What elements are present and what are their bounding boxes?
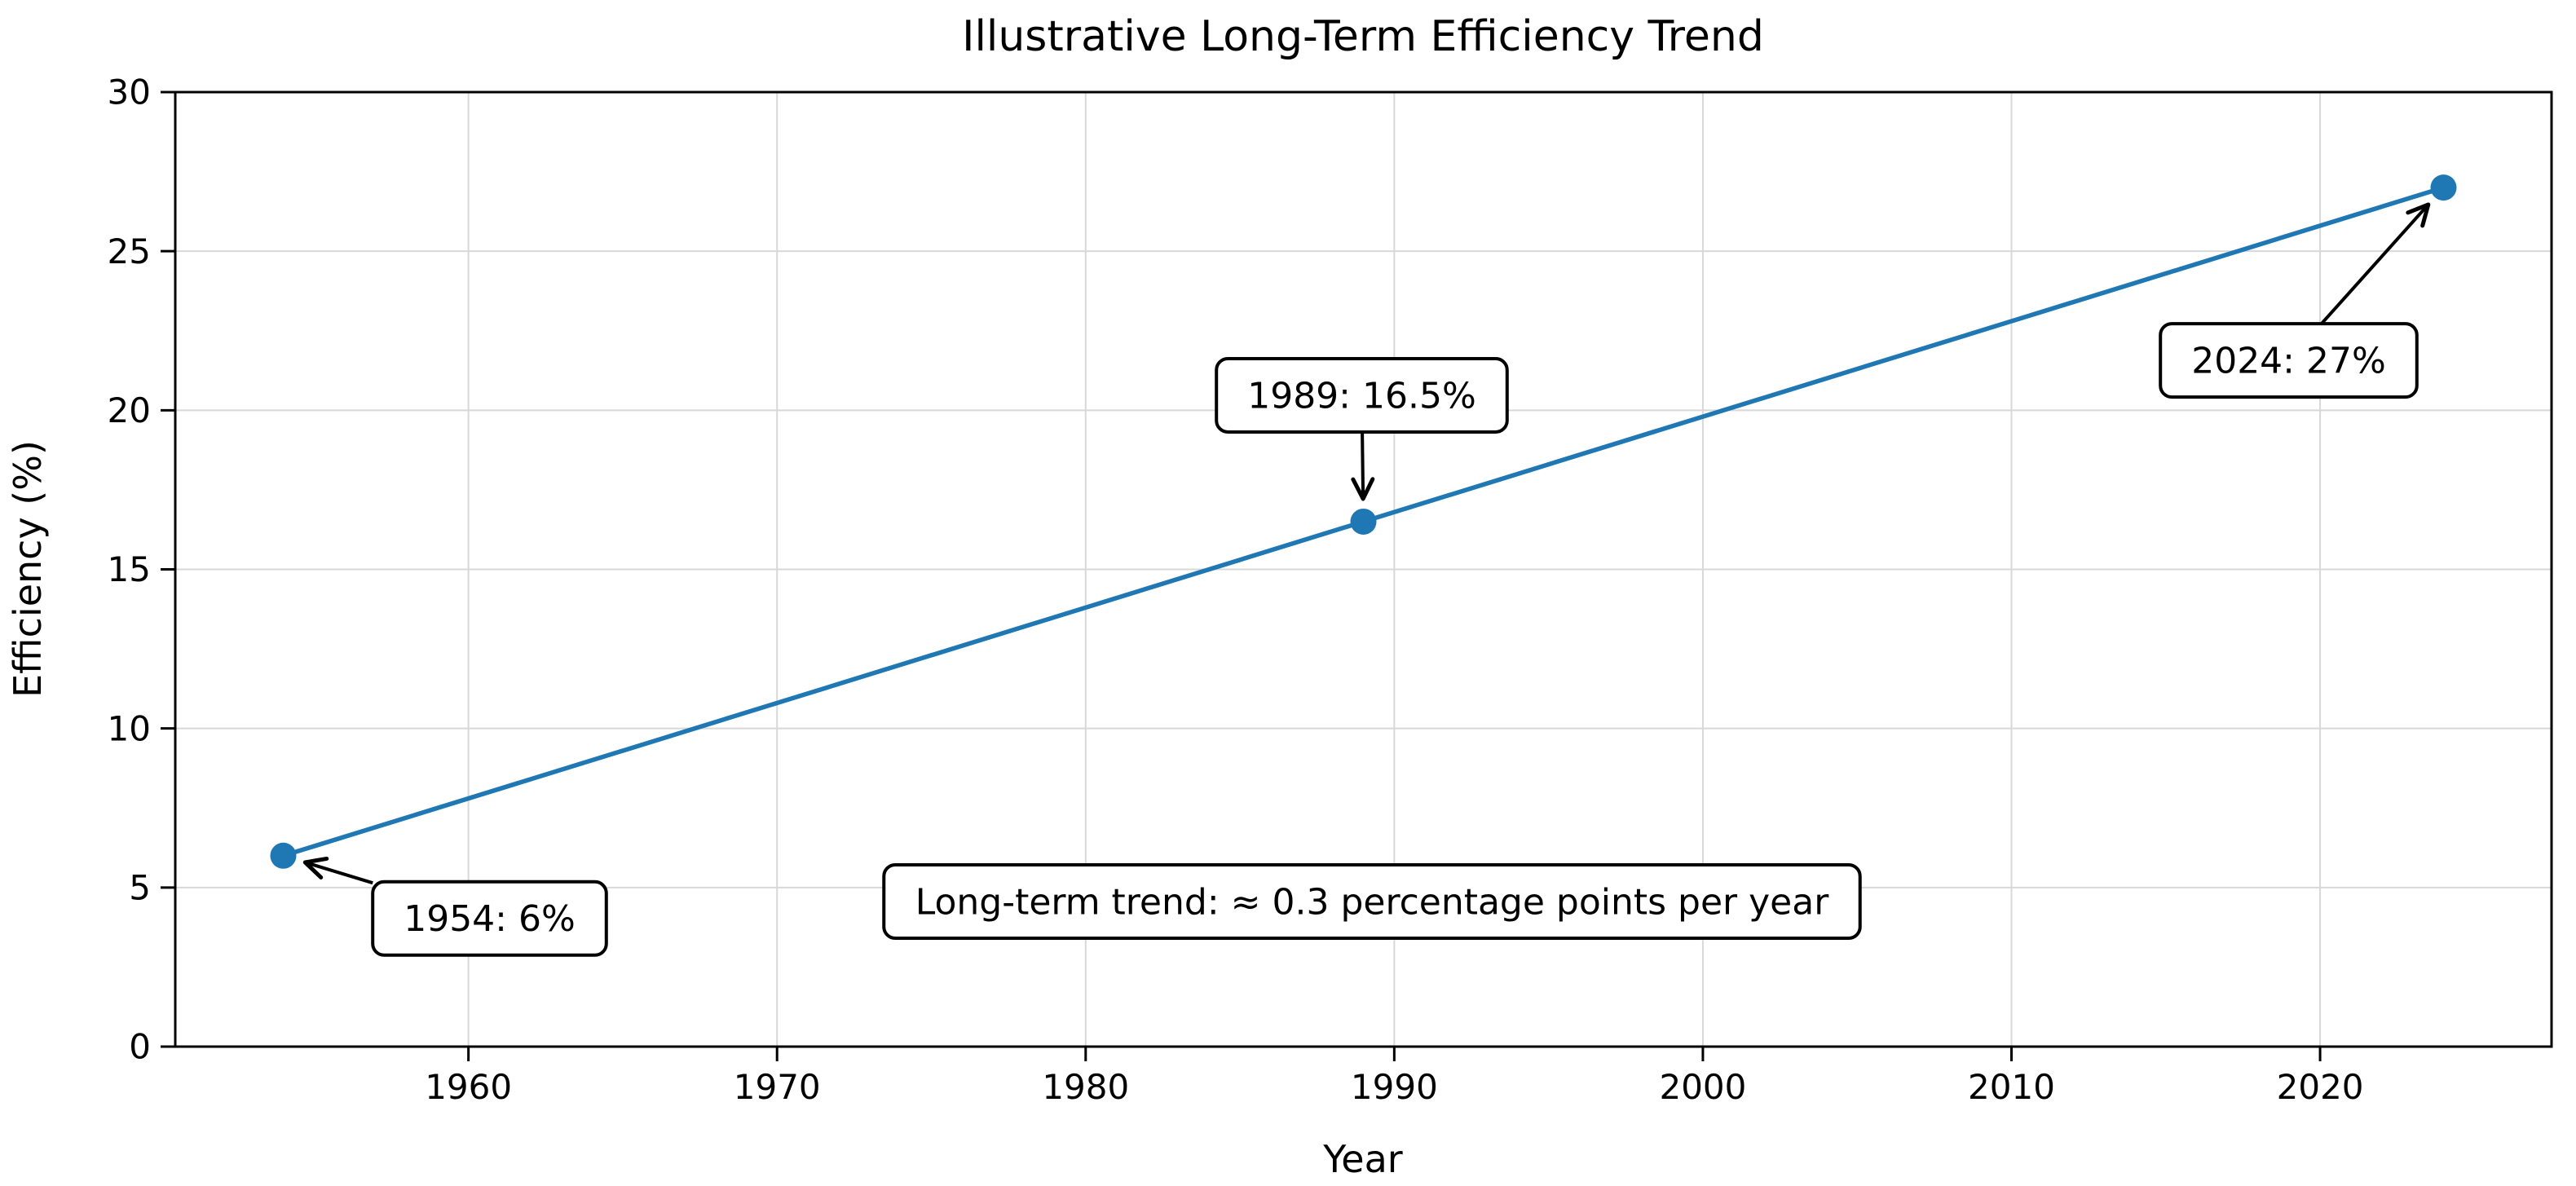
annotation-arrow — [2320, 202, 2431, 325]
data-point-marker — [270, 842, 297, 869]
plot-area: 1960 1970 1980 1990 2000 2010 2020 0 5 10 15 20 25 30… — [108, 73, 2553, 1107]
annotation-label: 1954: 6% — [404, 898, 576, 940]
x-tick-label: 1980 — [1042, 1067, 1129, 1107]
y-tick-label: 0 — [129, 1027, 151, 1067]
chart-title: Illustrative Long-Term Efficiency Trend — [962, 12, 1764, 61]
y-axis-label: Efficiency (%) — [6, 440, 50, 698]
y-tick-label: 30 — [108, 73, 151, 112]
y-tick-label: 5 — [129, 868, 151, 908]
y-tick-label: 20 — [108, 390, 151, 430]
x-tick-label: 2000 — [1659, 1067, 1746, 1107]
x-tick-label: 2020 — [2277, 1067, 2364, 1107]
y-tick-label: 15 — [108, 549, 151, 589]
annotation-label: 1989: 16.5% — [1247, 375, 1476, 417]
x-tick-label: 1970 — [734, 1067, 821, 1107]
y-tick-label: 10 — [108, 708, 151, 748]
x-tick-label: 1960 — [425, 1067, 512, 1107]
annotation-box — [2159, 322, 2419, 399]
x-tick-label: 1990 — [1351, 1067, 1438, 1107]
data-point-marker — [1350, 508, 1377, 535]
annotation-arrow — [1351, 431, 1375, 501]
trend-note-box — [882, 863, 1862, 940]
annotation-label: 2024: 27% — [2191, 341, 2386, 382]
annotation-box — [1215, 356, 1509, 434]
y-tick-label: 25 — [108, 231, 151, 271]
trend-note-label: Long-term trend: ≈ 0.3 percentage points… — [915, 881, 1829, 923]
x-axis-label: Year — [1322, 1137, 1402, 1181]
annotation-box — [371, 880, 608, 957]
annotation-arrow — [302, 856, 373, 885]
data-point-marker — [2430, 174, 2457, 201]
x-tick-label: 2010 — [1968, 1067, 2055, 1107]
